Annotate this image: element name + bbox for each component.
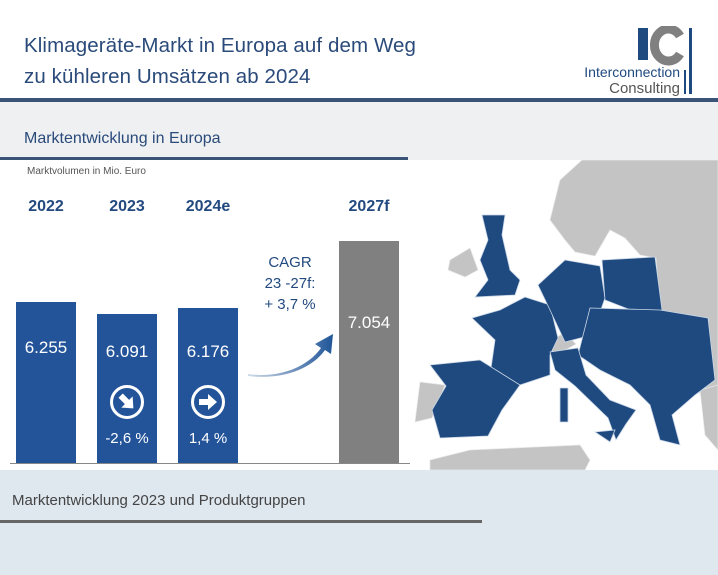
interconnection-consulting-logo: Interconnection Consulting (584, 26, 692, 96)
svg-text:Interconnection: Interconnection (584, 64, 680, 80)
bar-2022 (16, 301, 76, 463)
section-title: Marktentwicklung in Europa (24, 130, 221, 147)
cagr-line-3: + 3,7 % (264, 296, 316, 313)
change-label: 1,4 % (188, 430, 228, 447)
map-sardinia (559, 387, 569, 423)
europe-map (414, 160, 718, 470)
data-label: 6.176 (186, 342, 230, 361)
header-divider (0, 98, 718, 102)
change-label: -2,6 % (105, 430, 149, 447)
x-axis-line (10, 463, 410, 464)
map-sicily (593, 429, 616, 443)
down-right-icon (110, 385, 144, 419)
data-label: 6.091 (105, 342, 149, 361)
map-turkey (699, 384, 718, 451)
x-tick-label: 2023 (109, 198, 145, 215)
right-icon (191, 385, 225, 419)
title-line-1: Klimageräte-Markt in Europa auf dem Weg (24, 34, 417, 57)
section-band (0, 102, 718, 160)
map-central-east (577, 307, 716, 446)
svg-text:Consulting: Consulting (609, 80, 680, 96)
section-underline (0, 157, 408, 160)
bar-2027f (339, 241, 399, 463)
map-poland (601, 256, 663, 317)
cagr-annotation: CAGR 23 -27f: + 3,7 % (248, 252, 332, 315)
title-line-2: zu kühleren Umsätzen ab 2024 (24, 65, 311, 88)
x-tick-label: 2027f (348, 198, 390, 215)
map-portugal (414, 381, 446, 423)
data-label: 6.255 (24, 338, 68, 357)
growth-arrow-icon (248, 334, 333, 377)
map-italy (549, 347, 637, 441)
page-title: Klimageräte-Markt in Europa auf dem Weg … (24, 30, 416, 92)
section-title-2: Marktentwicklung 2023 und Produktgruppen (12, 492, 306, 509)
y-axis-label: Marktvolumen in Mio. Euro (27, 166, 146, 177)
map-uk (474, 214, 521, 298)
x-tick-label: 2022 (28, 198, 64, 215)
map-north-africa (429, 444, 591, 470)
cagr-line-1: CAGR (268, 254, 312, 271)
cagr-line-2: 23 -27f: (264, 275, 316, 292)
data-label: 7.054 (347, 313, 391, 332)
map-ireland (447, 247, 479, 278)
x-tick-label: 2024e (185, 198, 231, 215)
map-spain (429, 359, 521, 439)
map-france (471, 296, 559, 386)
section-underline-2 (0, 520, 482, 523)
